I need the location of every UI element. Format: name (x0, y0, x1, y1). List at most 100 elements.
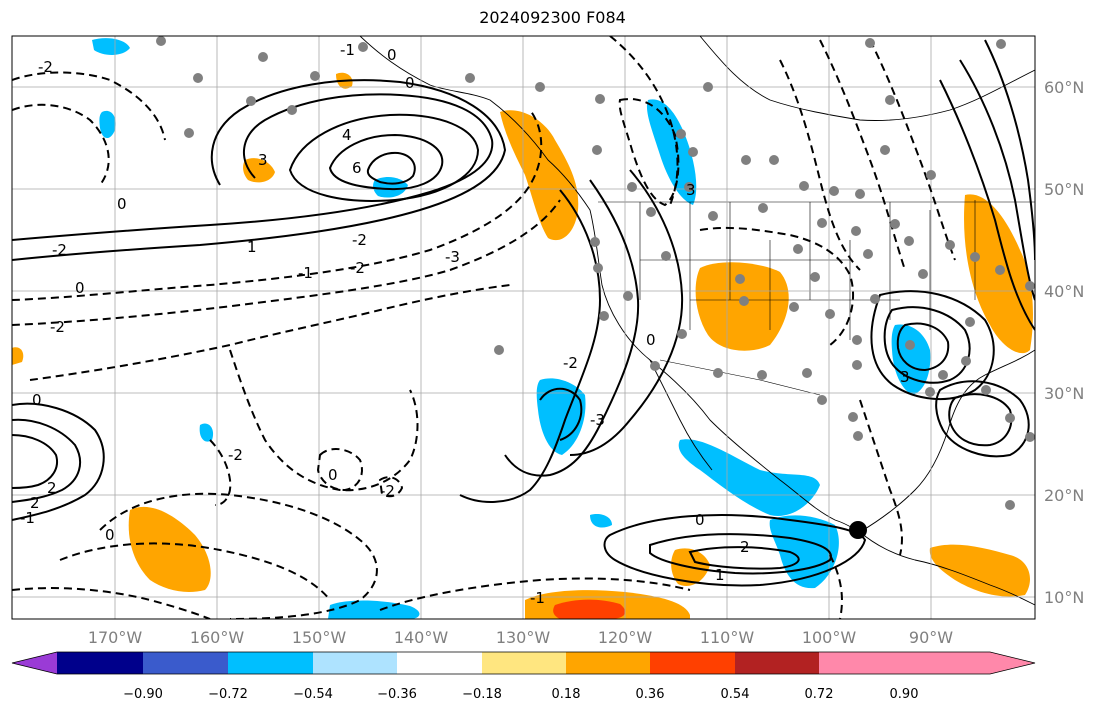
colorbar-tick-label: 0.72 (805, 687, 834, 702)
contour-label: -2 (50, 318, 65, 336)
latitude-label: 60°N (1044, 78, 1084, 97)
longitude-label: 140°W (394, 628, 449, 647)
graticule (12, 36, 1035, 619)
colorbar-segment (819, 652, 904, 674)
map-title: 2024092300 F084 (479, 8, 626, 27)
shaded-region (769, 515, 839, 589)
latitude-label: 50°N (1044, 180, 1084, 199)
storm-position-marker (849, 521, 867, 539)
contour-label: 2 (47, 479, 57, 497)
colorbar-segment (313, 652, 397, 674)
contour-label: 6 (352, 159, 362, 177)
coastlines (359, 36, 1035, 606)
contour-label: 3 (686, 181, 696, 199)
shaded-region (891, 324, 931, 395)
contour-label: -2 (380, 482, 395, 500)
shaded-region (590, 514, 612, 528)
contour-label: -2 (52, 241, 67, 259)
longitude-label: 100°W (802, 628, 857, 647)
shaded-region (500, 110, 579, 241)
contour-label: 0 (405, 74, 415, 92)
shaded-region (92, 38, 130, 55)
colorbar-tick-label: −0.54 (293, 687, 333, 702)
colorbar-segment (904, 652, 1035, 674)
contour-label: -3 (590, 411, 605, 429)
colorbar-tick-label: 0.54 (721, 687, 750, 702)
latitude-label: 20°N (1044, 486, 1084, 505)
contour-label: -1 (20, 509, 35, 527)
colorbar-tick-label: −0.72 (208, 687, 248, 702)
coastline (859, 349, 1035, 533)
colorbar-segment (397, 652, 482, 674)
colorbar-segment (735, 652, 819, 674)
contour-label: 0 (328, 466, 338, 484)
coastline (359, 36, 861, 533)
shaded-region (199, 423, 214, 442)
longitude-label: 90°W (909, 628, 953, 647)
contour-label: 4 (342, 126, 352, 144)
colorbar-tick-label: 0.18 (552, 687, 581, 702)
shaded-region (243, 158, 275, 183)
negative-contours (12, 36, 956, 619)
longitude-label: 150°W (292, 628, 347, 647)
contour-label: 0 (387, 46, 397, 64)
shaded-region (646, 99, 697, 205)
longitude-label: 130°W (496, 628, 551, 647)
positive-contours (12, 39, 1035, 587)
colorbar-segment (566, 652, 650, 674)
coastline (649, 359, 713, 471)
colorbar-tick-label: 0.36 (636, 687, 665, 702)
longitude-axis: 170°W 160°W 150°W 140°W 130°W 120°W 110°… (88, 628, 953, 647)
contour-label: -1 (298, 264, 313, 282)
contour-label: 2 (30, 494, 40, 512)
colorbar-tick-label: −0.18 (462, 687, 502, 702)
latitude-label: 10°N (1044, 588, 1084, 607)
shaded-region (99, 110, 116, 139)
contour-label: -2 (350, 259, 365, 277)
coastline (699, 36, 1035, 121)
contour-label: 2 (740, 538, 750, 556)
contour-label: -2 (38, 58, 53, 76)
contour-label: 1 (715, 566, 725, 584)
colorbar-segment (143, 652, 228, 674)
colorbar-segment (12, 652, 57, 674)
contour-label: -2 (228, 446, 243, 464)
latitude-label: 40°N (1044, 282, 1084, 301)
latitude-axis: 60°N 50°N 40°N 30°N 20°N 10°N (1044, 78, 1084, 607)
plot-frame (11, 35, 1036, 620)
shaded-region (678, 439, 820, 516)
shaded-region (128, 506, 211, 592)
contour-label: -1 (340, 41, 355, 59)
colorbar-tick-label: 0.90 (890, 687, 919, 702)
longitude-label: 160°W (190, 628, 245, 647)
colorbar-segment (228, 652, 313, 674)
shaded-region (12, 347, 24, 365)
contour-label: 0 (695, 511, 705, 529)
contour-label: -1 (530, 589, 545, 607)
contour-label: -3 (445, 248, 460, 266)
contour-labels: -1 0 0 -2 4 6 0 -1 -2 1 -2 -3 -2 0 -2 -2… (20, 41, 910, 607)
station-points (156, 36, 1035, 510)
contour-label: 0 (646, 331, 656, 349)
shaded-region (929, 544, 1030, 597)
shaded-region (553, 599, 626, 619)
latitude-label: 30°N (1044, 384, 1084, 403)
contour-label: 3 (258, 151, 268, 169)
colorbar: −0.90 −0.72 −0.54 −0.36 −0.18 0.18 0.36 … (11, 651, 1036, 702)
contour-label: 0 (32, 391, 42, 409)
colorbar-tick-label: −0.36 (377, 687, 417, 702)
contour-label: 0 (75, 279, 85, 297)
contour-label: 0 (105, 526, 115, 544)
contour-label: 0 (117, 195, 127, 213)
shaded-region (695, 262, 789, 351)
longitude-label: 110°W (700, 628, 755, 647)
colorbar-segment (57, 652, 143, 674)
longitude-label: 120°W (598, 628, 653, 647)
colorbar-segment (650, 652, 735, 674)
contour-label: -2 (563, 354, 578, 372)
contour-label: 3 (900, 368, 910, 386)
contour-label: 1 (247, 238, 257, 256)
colorbar-segment (482, 652, 566, 674)
colorbar-tick-label: −0.90 (123, 687, 163, 702)
